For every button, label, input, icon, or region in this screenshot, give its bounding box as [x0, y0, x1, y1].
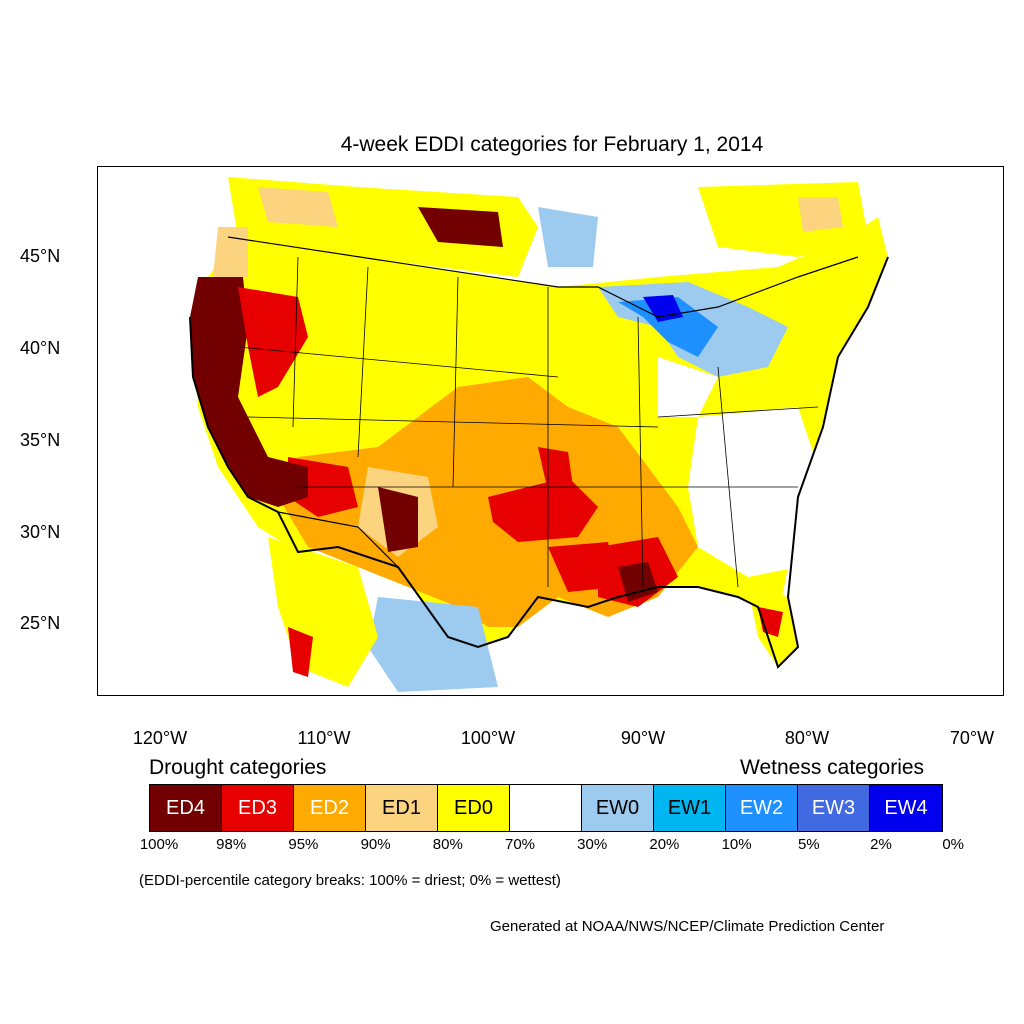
east-nocat — [688, 407, 818, 577]
percentile-label: 90% — [360, 836, 391, 853]
percentile-label: 95% — [288, 836, 319, 853]
wetness-categories-heading: Wetness categories — [740, 756, 925, 779]
greatlakes-ew2 — [618, 297, 718, 357]
legend-box-none — [510, 785, 582, 831]
category-legend: ED4 ED3 ED2 ED1 ED0 EW0 EW1 EW2 EW3 EW4 — [149, 784, 943, 832]
legend-box-ew4: EW4 — [870, 785, 942, 831]
canada-border — [227, 236, 859, 318]
legend-box-ew2: EW2 — [726, 785, 798, 831]
baja-ed3 — [288, 627, 313, 677]
lat-label-30: 30°N — [20, 522, 61, 542]
lon-label-70: 70°W — [949, 728, 995, 748]
lat-label-35: 35°N — [20, 430, 61, 450]
lon-label-90: 90°W — [620, 728, 666, 748]
ohio-nocat — [658, 357, 718, 417]
percentile-label: 10% — [721, 836, 752, 853]
percentile-note: (EDDI-percentile category breaks: 100% =… — [139, 872, 561, 889]
lon-label-110: 110°W — [297, 728, 351, 748]
legend-box-ed0: ED0 — [438, 785, 510, 831]
state-borders — [237, 256, 819, 588]
kansas-ed3 — [538, 447, 573, 492]
percentile-label: 70% — [504, 836, 536, 853]
percentile-label: 5% — [797, 836, 820, 853]
percentile-label: 0% — [942, 836, 965, 853]
map-title: 4-week EDDI categories for February 1, 2… — [340, 133, 764, 156]
legend-box-ed3: ED3 — [222, 785, 294, 831]
percentile-label: 30% — [577, 836, 608, 853]
mexico-ew0 — [368, 597, 498, 692]
ontario-ew0 — [538, 207, 598, 267]
lat-label-40: 40°N — [20, 338, 61, 358]
quebec-ed1 — [798, 197, 843, 232]
percentile-label: 98% — [216, 836, 247, 853]
lon-label-80: 80°W — [784, 728, 830, 748]
legend-box-ed2: ED2 — [294, 785, 366, 831]
legend-box-ew0: EW0 — [582, 785, 654, 831]
newmexico-ed4 — [378, 487, 418, 552]
legend-box-ew1: EW1 — [654, 785, 726, 831]
oregon-ed3 — [238, 287, 308, 397]
percentile-label: 2% — [870, 836, 892, 853]
lat-label-25: 25°N — [20, 613, 61, 633]
lat-label-45: 45°N — [20, 246, 61, 266]
louisiana-ed4 — [618, 562, 658, 602]
legend-box-ed1: ED1 — [366, 785, 438, 831]
lon-label-100: 100°W — [460, 728, 516, 748]
lon-label-120: 120°W — [132, 728, 188, 748]
bc-ed1 — [258, 187, 338, 227]
greatlakes-ew4 — [643, 295, 683, 322]
florida-ed3 — [758, 607, 783, 637]
legend-box-ed4: ED4 — [150, 785, 222, 831]
percentile-label: 100% — [139, 836, 179, 853]
percentile-label: 20% — [649, 836, 680, 853]
percentile-label: 80% — [432, 836, 463, 853]
mexico-border — [277, 511, 399, 568]
oklahoma-ed3 — [488, 477, 598, 542]
credit-text: Generated at NOAA/NWS/NCEP/Climate Predi… — [490, 918, 885, 935]
washington-ed1 — [213, 227, 248, 277]
legend-box-ew3: EW3 — [798, 785, 870, 831]
eddi-map — [98, 167, 1003, 695]
map-frame — [97, 166, 1004, 696]
montana-ed4 — [418, 207, 503, 247]
coastline — [189, 256, 889, 669]
drought-categories-heading: Drought categories — [149, 756, 327, 779]
